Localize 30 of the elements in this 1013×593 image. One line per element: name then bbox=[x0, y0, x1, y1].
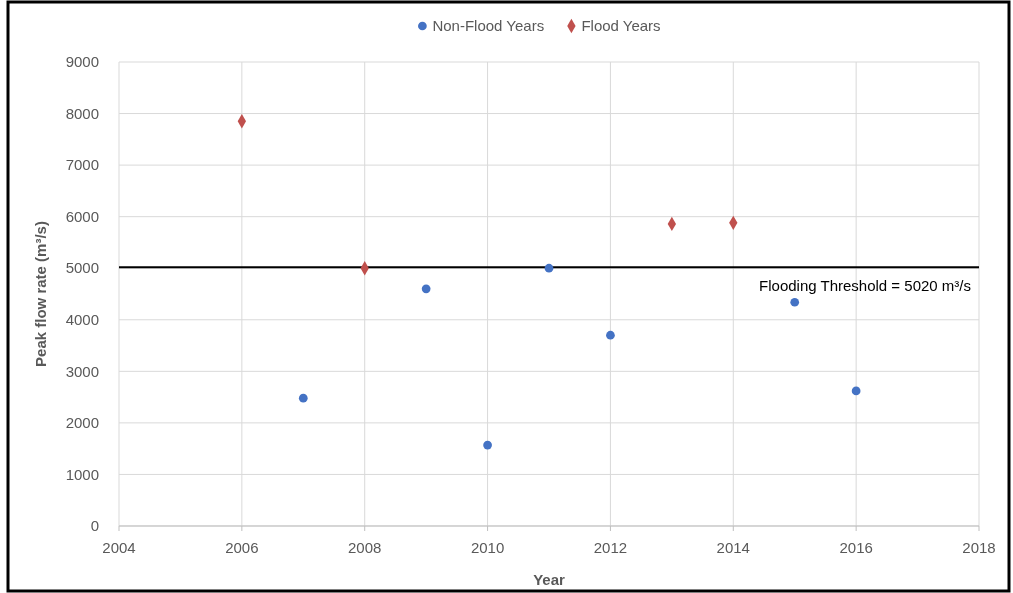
point bbox=[298, 393, 308, 403]
x-tick-label: 2010 bbox=[470, 539, 505, 556]
point bbox=[544, 263, 554, 273]
y-tick-label: 1000 bbox=[65, 465, 99, 483]
point bbox=[483, 440, 492, 450]
x-tick-label: 2018 bbox=[962, 539, 996, 556]
y-tick-label: 8000 bbox=[65, 104, 99, 122]
point bbox=[421, 284, 431, 294]
x-tick-label: 2014 bbox=[716, 539, 750, 556]
x-tick-label: 2004 bbox=[102, 539, 136, 556]
y-tick-label: 4000 bbox=[65, 311, 99, 329]
point bbox=[606, 330, 615, 340]
legend-label: Flood Years bbox=[581, 17, 661, 35]
point bbox=[851, 386, 861, 396]
x-tick-label: 2008 bbox=[348, 539, 382, 556]
y-tick-label: 7000 bbox=[65, 156, 99, 174]
y-tick-label: 3000 bbox=[65, 362, 99, 380]
x-tick-label: 2012 bbox=[593, 539, 628, 556]
point bbox=[790, 297, 800, 307]
x-tick-label: 2006 bbox=[225, 539, 259, 556]
y-tick-label: 0 bbox=[90, 517, 99, 535]
ref-line-label: Flooding Threshold = 5020 m³/s bbox=[759, 277, 971, 295]
legend-label: Non-Flood Years bbox=[432, 17, 545, 35]
y-tick-label: 9000 bbox=[65, 53, 99, 71]
y-tick-label: 6000 bbox=[65, 207, 99, 225]
y-tick-label: 5000 bbox=[65, 259, 99, 277]
x-axis-title: Year bbox=[533, 571, 566, 588]
x-tick-label: 2016 bbox=[839, 539, 873, 556]
y-tick-label: 2000 bbox=[65, 414, 99, 432]
y-axis-title: Peak flow rate (m³/s) bbox=[32, 221, 49, 367]
